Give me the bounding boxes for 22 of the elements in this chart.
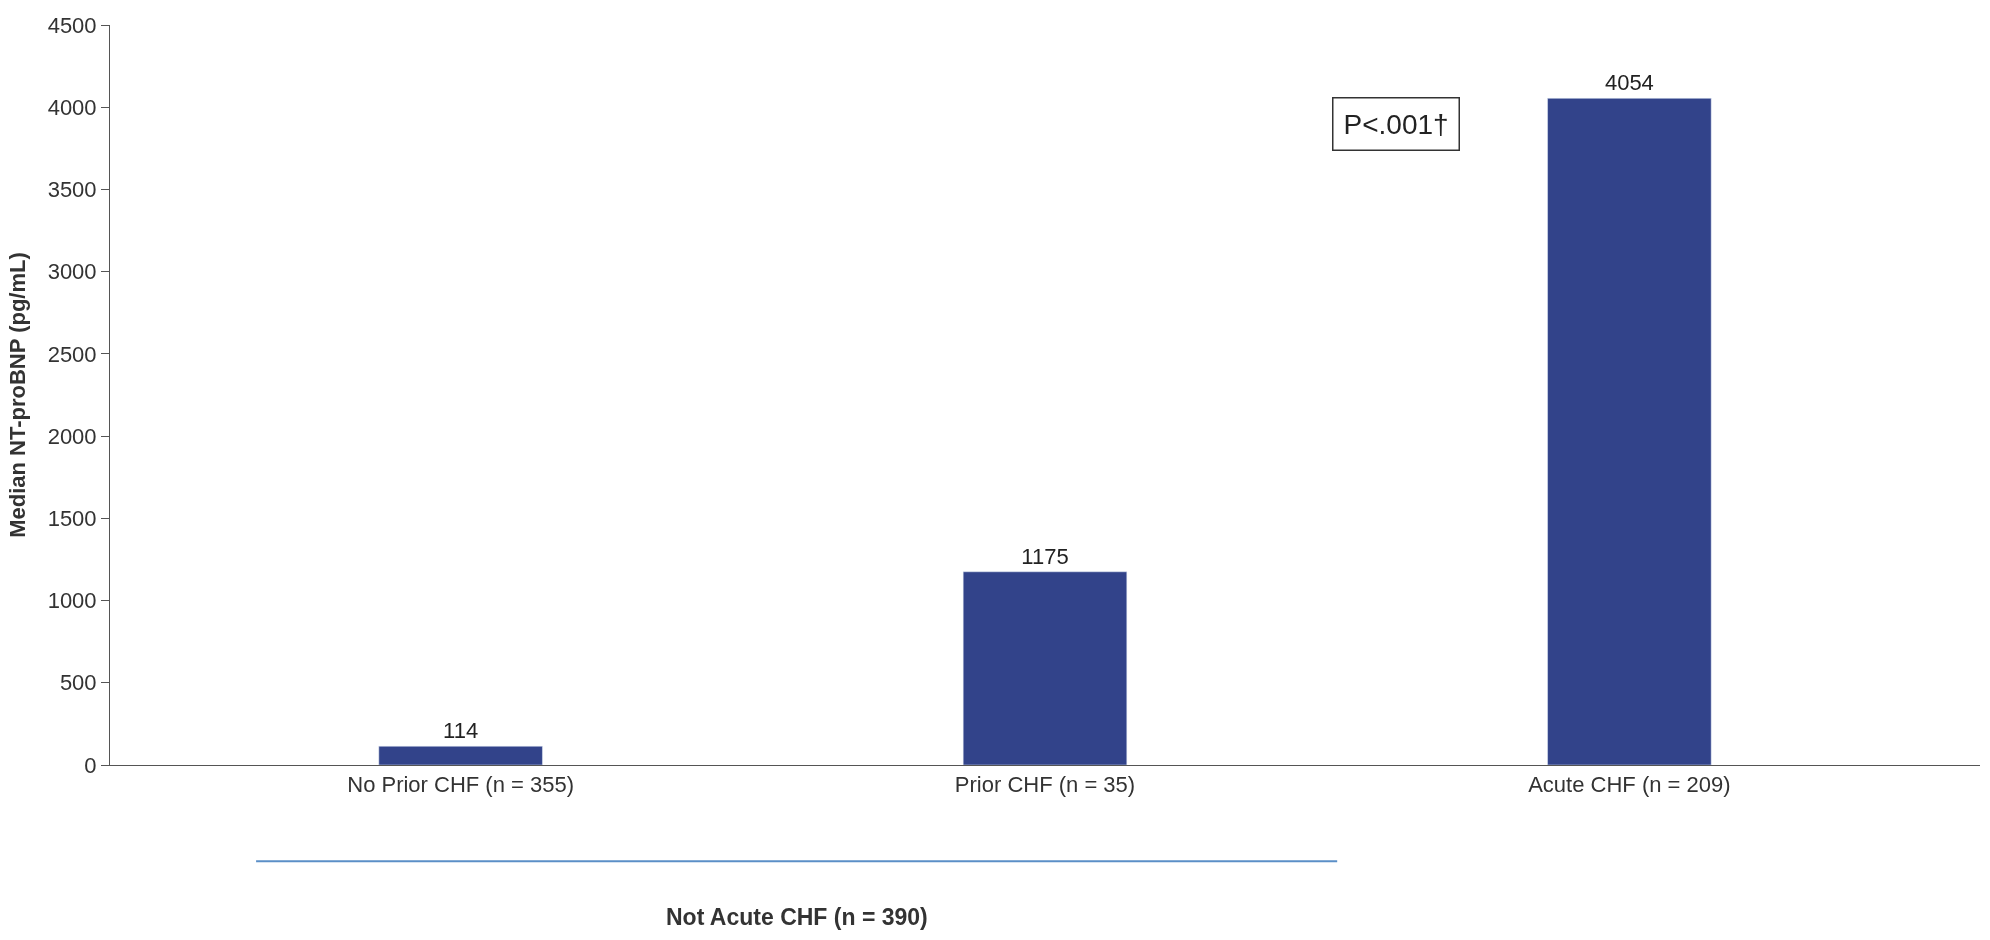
annotation: P<.001†: [1343, 108, 1449, 140]
y-tick-label: 3500: [47, 177, 97, 203]
bar: [378, 746, 543, 765]
data-label: 4054: [1604, 70, 1654, 96]
text: Not Acute CHF (n = 390): [666, 904, 928, 930]
x-tick-label: Prior CHF (n = 35): [954, 772, 1136, 798]
x-tick-label: Acute CHF (n = 209): [1528, 772, 1731, 798]
bar: [1547, 98, 1712, 765]
y-tick-label: 1500: [47, 506, 97, 532]
y-tick-label: 1000: [47, 588, 97, 614]
y-tick-label: 4500: [47, 12, 97, 38]
y-tick-label: 3000: [47, 259, 97, 285]
y-tick-label: 500: [59, 670, 97, 696]
data-label: 1175: [1021, 543, 1069, 569]
x-tick-label: No Prior CHF (n = 355): [347, 772, 575, 798]
y-tick-label: 2000: [47, 423, 97, 449]
y-axis-title: Median NT-proBNP (pg/mL): [5, 252, 31, 538]
y-tick-label: 2500: [47, 341, 97, 367]
y-tick-label: 4000: [47, 94, 97, 120]
bar: [962, 571, 1128, 765]
y-tick-label: 0: [84, 752, 97, 778]
data-label: 114: [443, 718, 479, 744]
